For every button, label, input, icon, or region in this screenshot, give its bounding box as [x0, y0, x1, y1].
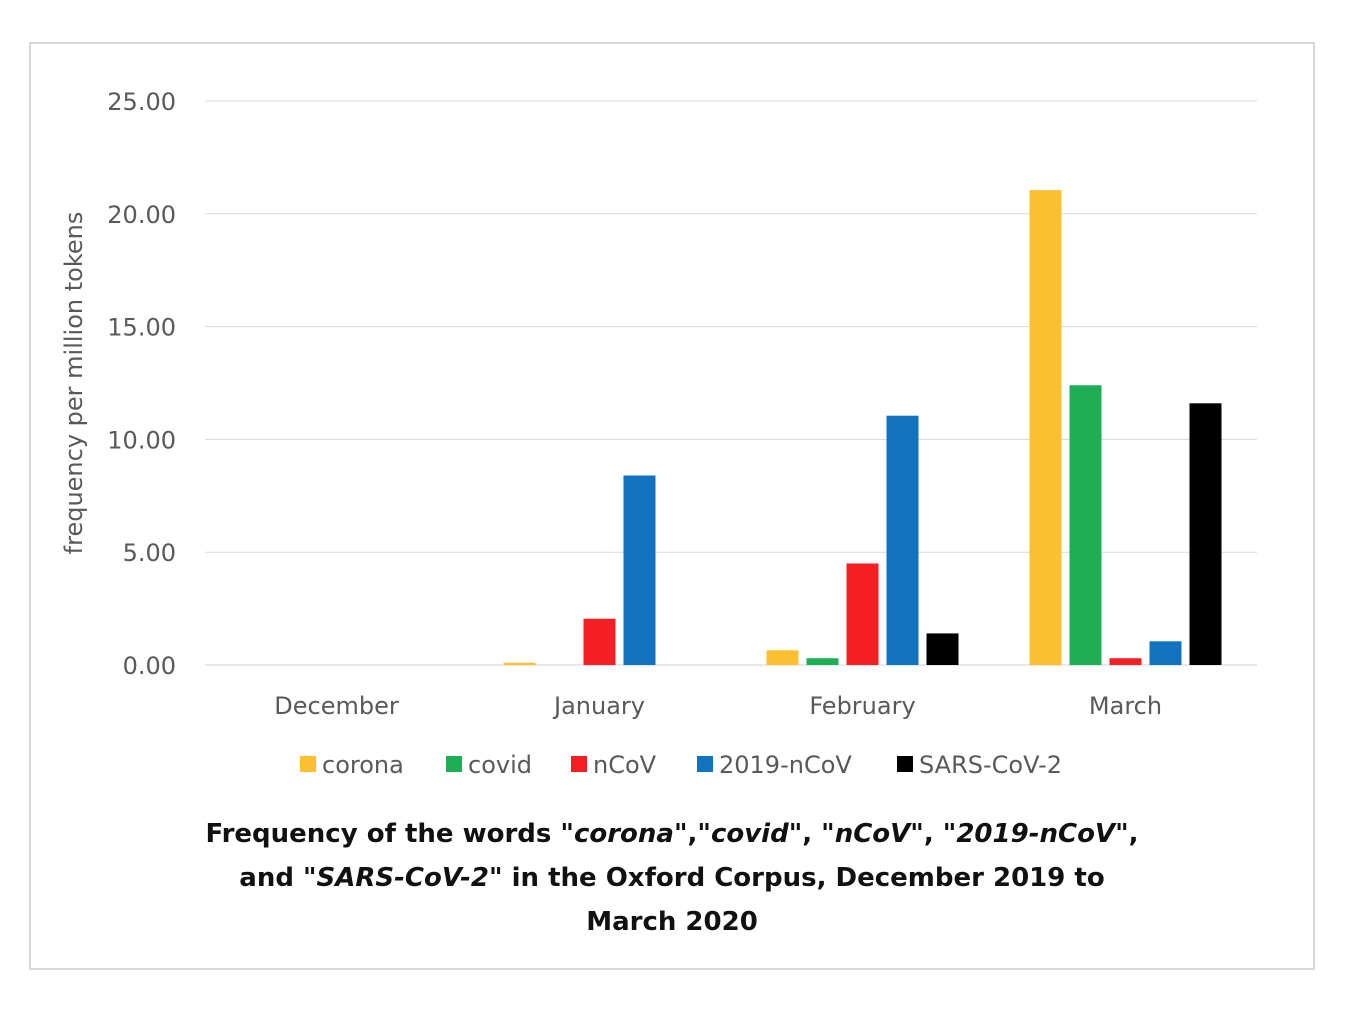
legend-swatch	[697, 756, 713, 772]
caption-word-ncov: nCoV	[834, 819, 911, 849]
bar-ncov-march	[1109, 658, 1142, 665]
caption-text: ",	[1115, 819, 1139, 849]
legend-swatch	[571, 756, 587, 772]
x-tick-label: December	[274, 692, 399, 720]
bar-covid-march	[1069, 385, 1102, 665]
caption-word-corona: corona	[573, 819, 674, 849]
bar-sars-cov-2-february	[926, 633, 959, 665]
bar-corona-january	[503, 662, 536, 665]
y-tick-label: 25.00	[107, 88, 176, 116]
caption-text: ", "	[910, 819, 957, 849]
bar-2019-ncov-march	[1149, 641, 1182, 665]
legend-label: nCoV	[593, 751, 657, 779]
bar-corona-march	[1029, 190, 1062, 665]
bar-2019-ncov-january	[623, 475, 656, 665]
legend-label: 2019-nCoV	[719, 751, 852, 779]
bars	[503, 190, 1222, 665]
legend-label: corona	[322, 751, 404, 779]
legend: corona covid nCoV 2019-nCoV SARS-CoV-2	[300, 751, 1062, 779]
legend-swatch	[300, 756, 316, 772]
caption-text: and "	[239, 863, 317, 893]
chart-caption: Frequency of the words "corona","covid",…	[29, 812, 1315, 944]
bar-2019-ncov-february	[886, 415, 919, 665]
caption-text: " in the Oxford Corpus, December 2019 to	[489, 863, 1105, 893]
bar-corona-february	[766, 650, 799, 665]
caption-line-3: March 2020	[586, 907, 758, 937]
y-tick-label: 15.00	[107, 314, 176, 342]
x-tick-label: January	[552, 692, 645, 720]
legend-swatch	[446, 756, 462, 772]
bar-ncov-january	[583, 618, 616, 665]
bar-covid-february	[806, 658, 839, 665]
caption-word-covid: covid	[710, 819, 789, 849]
legend-label: SARS-CoV-2	[919, 751, 1062, 779]
y-tick-label: 20.00	[107, 201, 176, 229]
y-tick-label: 10.00	[107, 426, 176, 454]
y-tick-label: 0.00	[123, 652, 176, 680]
caption-text: Frequency of the words "	[205, 819, 574, 849]
bar-sars-cov-2-march	[1189, 403, 1222, 665]
y-axis-label: frequency per million tokens	[60, 212, 88, 555]
x-tick-label: February	[809, 692, 915, 720]
caption-word-sars-cov-2: SARS-CoV-2	[316, 863, 489, 893]
x-axis-ticks: December January February March	[274, 692, 1162, 720]
caption-word-2019-ncov: 2019-nCoV	[956, 819, 1116, 849]
bar-ncov-february	[846, 563, 879, 665]
y-axis-ticks: 0.00 5.00 10.00 15.00 20.00 25.00	[107, 88, 176, 680]
y-tick-label: 5.00	[123, 539, 176, 567]
legend-label: covid	[468, 751, 532, 779]
legend-swatch	[897, 756, 913, 772]
caption-line-2: and "SARS-CoV-2" in the Oxford Corpus, D…	[29, 856, 1315, 900]
caption-text: ","	[673, 819, 711, 849]
caption-line-1: Frequency of the words "corona","covid",…	[29, 812, 1315, 856]
x-tick-label: March	[1089, 692, 1162, 720]
caption-text: ", "	[788, 819, 835, 849]
